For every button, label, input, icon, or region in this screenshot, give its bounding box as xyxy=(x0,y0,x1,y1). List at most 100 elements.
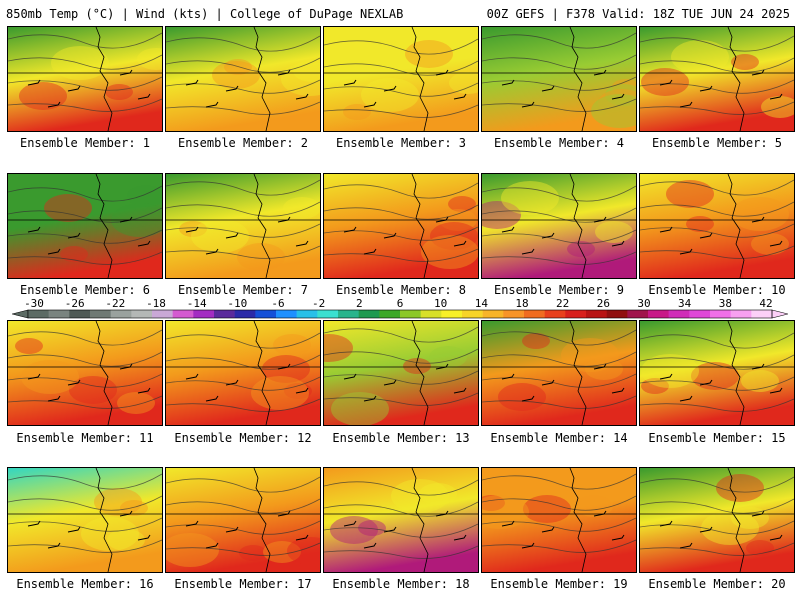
colorbar-swatch xyxy=(131,310,153,318)
ensemble-panel-8[interactable] xyxy=(323,173,479,279)
colorbar-swatch xyxy=(503,310,525,318)
colorbar-swatch xyxy=(358,310,380,318)
ensemble-panel-15[interactable] xyxy=(639,320,795,426)
colorbar-swatch xyxy=(544,310,566,318)
temperature-map xyxy=(8,27,162,131)
ensemble-member-label: Ensemble Member: 5 xyxy=(651,136,783,150)
ensemble-member-label: Ensemble Member: 7 xyxy=(177,283,309,297)
temperature-map xyxy=(324,174,478,278)
colorbar-swatch xyxy=(668,310,690,318)
colorbar-swatch xyxy=(48,310,70,318)
ensemble-member-label: Ensemble Member: 10 xyxy=(648,283,786,297)
colorbar-tick-label: 10 xyxy=(434,297,447,310)
colorbar-tick-label: -30 xyxy=(24,297,44,310)
temperature-map xyxy=(482,27,636,131)
colorbar-swatch xyxy=(379,310,401,318)
colorbar-swatch xyxy=(441,310,463,318)
colorbar-tick-label: -18 xyxy=(146,297,166,310)
ensemble-member-label: Ensemble Member: 18 xyxy=(332,577,470,591)
temperature-map xyxy=(166,321,320,425)
ensemble-panel-13[interactable] xyxy=(323,320,479,426)
colorbar-swatch xyxy=(689,310,711,318)
ensemble-panel-11[interactable] xyxy=(7,320,163,426)
ensemble-member-label: Ensemble Member: 11 xyxy=(16,431,154,445)
ensemble-member-label: Ensemble Member: 20 xyxy=(648,577,786,591)
colorbar-tick-label: -10 xyxy=(227,297,247,310)
colorbar-tick-label: -6 xyxy=(271,297,284,310)
colorbar-swatch xyxy=(152,310,173,318)
colorbar-swatch xyxy=(627,310,649,318)
colorbar-swatch xyxy=(214,310,235,318)
ensemble-member-label: Ensemble Member: 1 xyxy=(19,136,151,150)
temperature-map xyxy=(482,468,636,572)
temperature-map xyxy=(324,27,478,131)
colorbar-swatch xyxy=(255,310,277,318)
temperature-map xyxy=(166,174,320,278)
temperature-map xyxy=(324,468,478,572)
ensemble-panel-2[interactable] xyxy=(165,26,321,132)
colorbar-swatch xyxy=(462,310,483,318)
ensemble-member-label: Ensemble Member: 8 xyxy=(335,283,467,297)
colorbar-swatch xyxy=(296,310,318,318)
ensemble-panel-18[interactable] xyxy=(323,467,479,573)
temperature-map xyxy=(8,468,162,572)
ensemble-member-label: Ensemble Member: 2 xyxy=(177,136,309,150)
temperature-map xyxy=(324,321,478,425)
ensemble-member-label: Ensemble Member: 13 xyxy=(332,431,470,445)
colorbar-tick-label: 42 xyxy=(759,297,772,310)
header-title: 850mb Temp (°C) | Wind (kts) | College o… xyxy=(6,7,404,21)
colorbar-swatch xyxy=(69,310,91,318)
ensemble-panel-19[interactable] xyxy=(481,467,637,573)
ensemble-member-label: Ensemble Member: 3 xyxy=(335,136,467,150)
colorbar-tick-label: 34 xyxy=(678,297,692,310)
colorbar-swatch xyxy=(234,310,256,318)
colorbar-tick-label: 2 xyxy=(356,297,363,310)
colorbar-tick-label: -22 xyxy=(105,297,125,310)
colorbar-swatch xyxy=(28,310,49,318)
colorbar-swatch xyxy=(276,310,297,318)
temperature-map xyxy=(482,321,636,425)
temperature-map xyxy=(482,174,636,278)
colorbar-swatch xyxy=(400,310,421,318)
ensemble-panel-5[interactable] xyxy=(639,26,795,132)
ensemble-panel-16[interactable] xyxy=(7,467,163,573)
header-run-info: 00Z GEFS | F378 Valid: 18Z TUE JUN 24 20… xyxy=(486,7,790,21)
colorbar-swatch xyxy=(730,310,752,318)
colorbar-tick-label: 6 xyxy=(397,297,404,310)
colorbar-swatch xyxy=(172,310,194,318)
ensemble-panel-4[interactable] xyxy=(481,26,637,132)
ensemble-panel-9[interactable] xyxy=(481,173,637,279)
temperature-map xyxy=(166,27,320,131)
ensemble-member-label: Ensemble Member: 14 xyxy=(490,431,628,445)
temperature-map xyxy=(640,174,794,278)
colorbar-tick-label: 22 xyxy=(556,297,569,310)
ensemble-panel-17[interactable] xyxy=(165,467,321,573)
colorbar-tick-label: 26 xyxy=(597,297,610,310)
temperature-map xyxy=(640,468,794,572)
ensemble-panel-6[interactable] xyxy=(7,173,163,279)
ensemble-member-label: Ensemble Member: 12 xyxy=(174,431,312,445)
ensemble-panel-12[interactable] xyxy=(165,320,321,426)
ensemble-member-label: Ensemble Member: 16 xyxy=(16,577,154,591)
colorbar-tick-label: -2 xyxy=(312,297,325,310)
colorbar-swatch xyxy=(524,310,545,318)
colorbar-tick-label: -14 xyxy=(187,297,207,310)
colorbar-swatch xyxy=(110,310,132,318)
ensemble-panel-20[interactable] xyxy=(639,467,795,573)
colorbar-swatch xyxy=(586,310,607,318)
colorbar-min-arrow xyxy=(12,309,29,319)
colorbar-tick-label: 18 xyxy=(515,297,528,310)
temperature-map xyxy=(166,468,320,572)
ensemble-panel-1[interactable] xyxy=(7,26,163,132)
ensemble-member-label: Ensemble Member: 4 xyxy=(493,136,625,150)
ensemble-panel-7[interactable] xyxy=(165,173,321,279)
ensemble-panel-10[interactable] xyxy=(639,173,795,279)
ensemble-member-label: Ensemble Member: 9 xyxy=(493,283,625,297)
ensemble-panel-14[interactable] xyxy=(481,320,637,426)
colorbar-swatch xyxy=(338,310,359,318)
ensemble-member-label: Ensemble Member: 6 xyxy=(19,283,151,297)
ensemble-panel-3[interactable] xyxy=(323,26,479,132)
temperature-map xyxy=(8,174,162,278)
colorbar-tick-label: -26 xyxy=(65,297,85,310)
ensemble-member-label: Ensemble Member: 15 xyxy=(648,431,786,445)
